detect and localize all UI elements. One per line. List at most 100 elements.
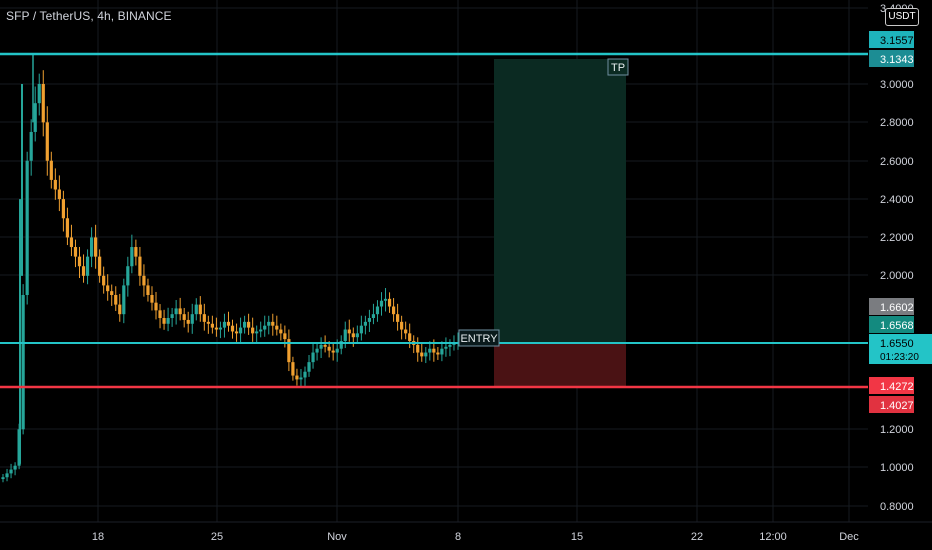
chart-grid <box>0 0 868 522</box>
candle-body <box>81 266 86 276</box>
candle <box>142 264 146 297</box>
candle-body <box>41 84 45 123</box>
candle-body <box>118 304 122 315</box>
candle-body <box>33 103 37 132</box>
profit-zone[interactable] <box>494 59 626 343</box>
candle-body <box>295 375 299 380</box>
candle-body <box>69 237 74 248</box>
time-axis[interactable]: 18 25 Nov 8 15 22 12:00 Dec <box>0 521 932 550</box>
candle-body <box>396 314 400 322</box>
price-badge-high: 1.6602 <box>869 298 914 315</box>
candle <box>45 106 49 176</box>
candle <box>440 341 444 362</box>
candle-body <box>194 304 198 315</box>
candle-body <box>29 131 33 161</box>
candle-body <box>335 348 339 353</box>
candle <box>194 298 198 321</box>
candle-body <box>359 325 363 334</box>
candle-body <box>448 344 452 347</box>
candle-body <box>85 256 90 276</box>
candle <box>130 234 134 274</box>
price-axis[interactable]: 3.40003.00002.80002.60002.40002.20002.00… <box>868 0 932 522</box>
candle <box>61 190 65 232</box>
candle-body <box>424 352 428 357</box>
candle-body <box>13 465 17 470</box>
candle <box>307 355 311 377</box>
candle <box>230 319 235 339</box>
candle-body <box>230 325 235 332</box>
candle-body <box>61 199 65 219</box>
price-tick: 1.0000 <box>880 462 914 474</box>
candle-body <box>45 122 49 161</box>
price-badge-text: 3.1557 <box>880 35 914 47</box>
candle-body <box>247 321 251 328</box>
candle-body <box>299 377 303 380</box>
candle <box>375 300 380 322</box>
candle <box>37 73 41 116</box>
candle-body <box>214 327 219 330</box>
candle-body <box>259 329 263 332</box>
candle <box>102 266 106 294</box>
last-price-badge: 1.6550 01:23:20 <box>869 334 932 364</box>
candle-body <box>347 329 351 334</box>
candle <box>416 337 420 362</box>
candle-body <box>146 285 150 295</box>
candle <box>85 249 90 285</box>
candle-body <box>371 314 376 319</box>
candle-body <box>355 333 359 338</box>
candle <box>363 315 367 335</box>
candle <box>206 315 210 334</box>
price-badges: 3.1557 3.1343 1.6602 1.6568 1.4272 1.4027 1.65… <box>869 31 932 413</box>
candle-body <box>440 348 444 355</box>
price-tick: 1.2000 <box>880 424 914 436</box>
candle <box>279 323 283 341</box>
candle-body <box>25 160 29 295</box>
candle <box>174 300 178 325</box>
candle <box>214 317 219 337</box>
candle-body <box>387 298 392 307</box>
price-badge-text: 1.4272 <box>880 381 914 393</box>
candle-body <box>291 362 295 376</box>
candle <box>57 175 61 212</box>
candle-body <box>182 314 186 320</box>
currency-button[interactable]: USDT <box>885 8 919 26</box>
candle <box>98 249 102 283</box>
candle-body <box>202 314 206 322</box>
candle-body <box>307 362 311 372</box>
candle <box>33 86 37 142</box>
candle <box>263 315 267 337</box>
candle <box>259 321 263 338</box>
candle <box>25 151 29 305</box>
candle-body <box>57 189 61 200</box>
candle <box>408 323 412 349</box>
price-tick: 2.4000 <box>880 194 914 206</box>
candle <box>190 303 194 334</box>
tp-label[interactable]: TP <box>607 58 629 76</box>
time-tick: 22 <box>691 531 703 543</box>
candle-body <box>186 319 190 324</box>
candle-body <box>428 348 432 353</box>
candle <box>247 313 251 335</box>
candle <box>178 297 182 321</box>
candle <box>359 315 363 341</box>
candle-body <box>218 327 223 330</box>
candle <box>41 70 45 137</box>
loss-zone[interactable] <box>494 343 626 387</box>
candle-body <box>170 314 174 319</box>
entry-label[interactable]: ENTRY <box>458 329 500 347</box>
candle <box>315 343 319 361</box>
price-tick: 2.2000 <box>880 232 914 244</box>
candle-body <box>198 304 202 315</box>
candle <box>65 207 70 246</box>
candle-body <box>122 285 126 315</box>
candle <box>69 224 74 257</box>
candle-body <box>53 179 57 190</box>
candle <box>428 341 432 361</box>
candle <box>182 307 186 328</box>
candle <box>186 311 190 333</box>
candle <box>448 339 452 357</box>
candle <box>202 303 206 331</box>
candles <box>1 53 460 483</box>
candle <box>396 303 400 331</box>
